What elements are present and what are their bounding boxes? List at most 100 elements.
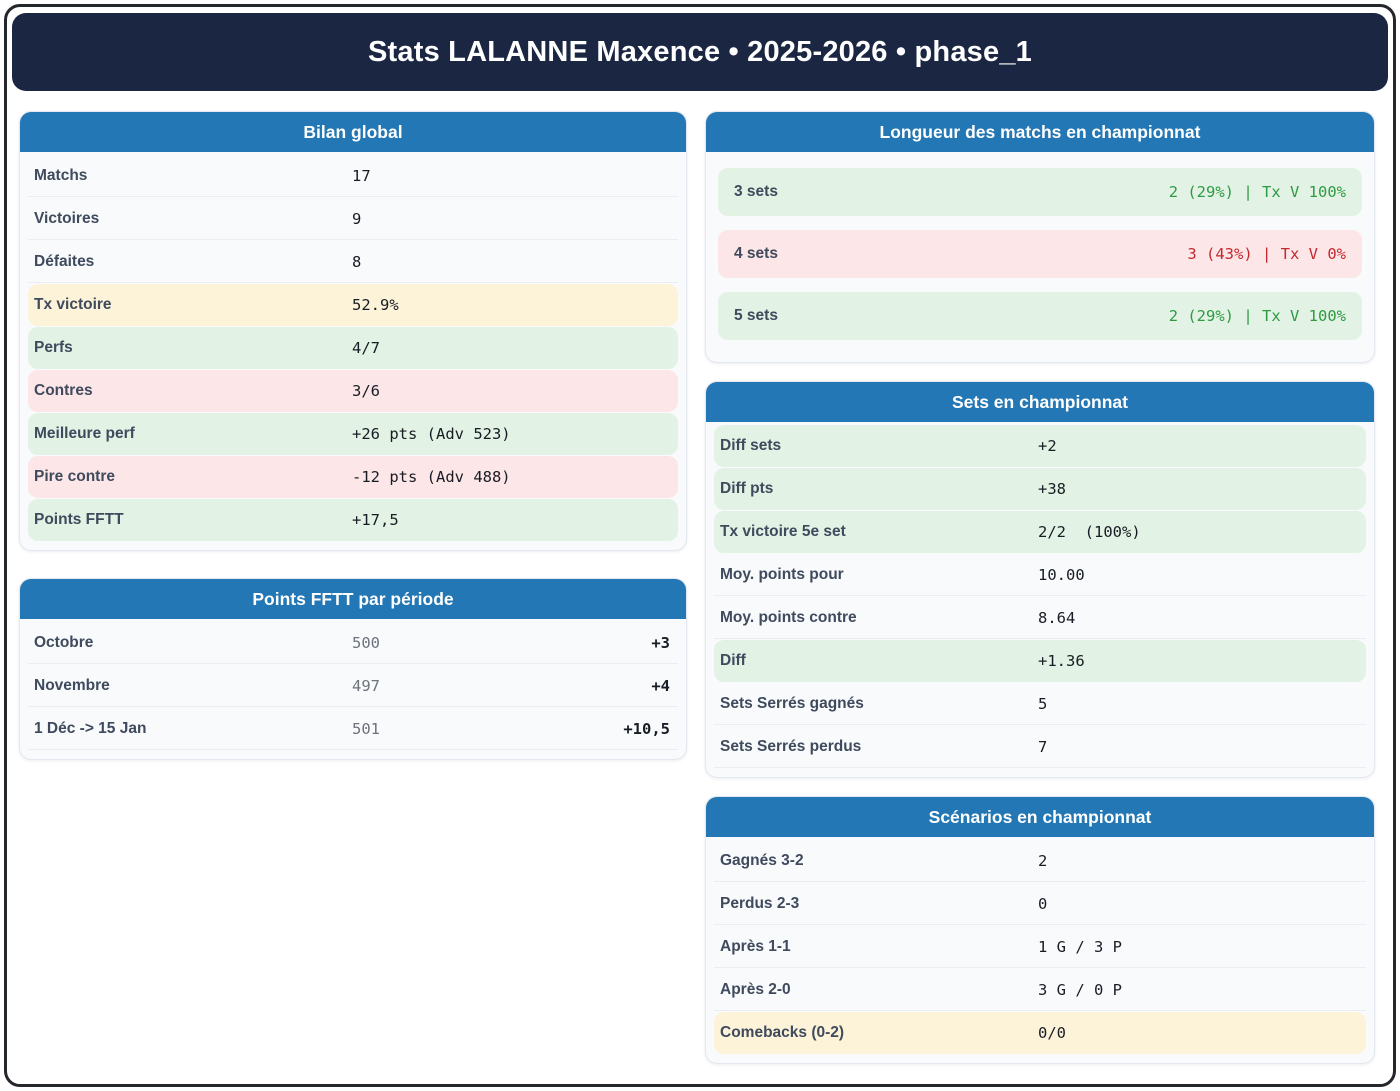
- stat-value: +2: [1038, 437, 1057, 455]
- match-length-row: 3 sets 2 (29%) | Tx V 100%: [718, 168, 1362, 216]
- stat-row: Perfs 4/7: [28, 327, 678, 369]
- stat-value: 10.00: [1038, 565, 1085, 584]
- card-bilan-global-body: Matchs 17 Victoires 9 Défaites 8 Tx victoire 52…: [20, 152, 686, 550]
- page-title: Stats LALANNE Maxence • 2025-2026 • phas…: [368, 35, 1032, 68]
- stat-label: 4 sets: [734, 245, 778, 262]
- stat-row: Victoires 9: [28, 198, 678, 240]
- stat-label: Diff pts: [720, 480, 774, 497]
- stat-value: 7: [1038, 737, 1048, 756]
- stat-label: Sets Serrés gagnés: [720, 694, 864, 712]
- stat-row: Gagnés 3-2 2: [714, 840, 1366, 882]
- stat-value: 500: [352, 633, 380, 652]
- stat-value: 2 (29%) | Tx V 100%: [1168, 183, 1346, 201]
- stat-row: Moy. points contre 8.64: [714, 597, 1366, 639]
- stat-label: Moy. points pour: [720, 565, 844, 583]
- stat-row: Diff sets +2: [714, 425, 1366, 467]
- match-length-row: 5 sets 2 (29%) | Tx V 100%: [718, 292, 1362, 340]
- stat-row: Novembre 497 +4: [28, 665, 678, 707]
- stat-row: Octobre 500 +3: [28, 622, 678, 664]
- stat-row: Sets Serrés perdus 7: [714, 726, 1366, 768]
- stat-value: +1.36: [1038, 652, 1085, 670]
- stat-label: Contres: [34, 382, 93, 399]
- stat-label: Victoires: [34, 209, 100, 227]
- stat-label: 3 sets: [734, 183, 778, 200]
- stat-value: 497: [352, 676, 380, 695]
- stat-label: Perfs: [34, 339, 73, 356]
- stat-value: +17,5: [352, 511, 399, 529]
- card-longueur-matchs-body: 3 sets 2 (29%) | Tx V 100% 4 sets 3 (43%) |…: [706, 152, 1374, 362]
- card-scenarios-championnat: Scénarios en championnat Gagnés 3-2 2 Perd…: [705, 796, 1375, 1064]
- page-frame: Stats LALANNE Maxence • 2025-2026 • phas…: [4, 4, 1396, 1087]
- card-sets-championnat-header: Sets en championnat: [706, 382, 1374, 422]
- stat-label: Meilleure perf: [34, 425, 135, 442]
- stat-label: 1 Déc -> 15 Jan: [34, 719, 147, 737]
- stat-label: Pire contre: [34, 468, 115, 485]
- stat-row: Diff +1.36: [714, 640, 1366, 682]
- card-scenarios-championnat-body: Gagnés 3-2 2 Perdus 2-3 0 Après 1-1 1 G / 3 P…: [706, 837, 1374, 1063]
- card-longueur-matchs: Longueur des matchs en championnat 3 set…: [705, 111, 1375, 363]
- stat-value: 3 G / 0 P: [1038, 980, 1122, 999]
- stat-value: 2/2 (100%): [1038, 523, 1141, 541]
- stat-value: +38: [1038, 480, 1066, 498]
- stat-label: Diff: [720, 652, 746, 669]
- page-title-bar: Stats LALANNE Maxence • 2025-2026 • phas…: [12, 13, 1388, 91]
- stat-value: 0: [1038, 894, 1048, 913]
- stat-value: 8.64: [1038, 608, 1076, 627]
- card-title: Longueur des matchs en championnat: [879, 121, 1201, 142]
- stat-value: 3/6: [352, 382, 380, 400]
- stat-value: +26 pts (Adv 523): [352, 425, 511, 443]
- stat-label: Sets Serrés perdus: [720, 737, 862, 755]
- stat-value: 4/7: [352, 339, 380, 357]
- stat-label: Gagnés 3-2: [720, 851, 804, 869]
- stat-value: -12 pts (Adv 488): [352, 468, 511, 486]
- stat-label: Défaites: [34, 252, 95, 270]
- stat-label: Comebacks (0-2): [720, 1024, 845, 1041]
- stat-label: Matchs: [34, 166, 88, 184]
- card-points-fftt-periode-header: Points FFTT par période: [20, 579, 686, 619]
- stat-value: 2: [1038, 851, 1048, 870]
- stat-label: 5 sets: [734, 307, 778, 324]
- match-length-row: 4 sets 3 (43%) | Tx V 0%: [718, 230, 1362, 278]
- stat-delta: +3: [651, 633, 670, 652]
- stat-value: 8: [352, 252, 362, 271]
- card-title: Bilan global: [303, 121, 403, 142]
- stat-label: Diff sets: [720, 437, 782, 454]
- stat-value: 0/0: [1038, 1024, 1066, 1042]
- stat-row: Meilleure perf +26 pts (Adv 523): [28, 413, 678, 455]
- stat-row: Pire contre -12 pts (Adv 488): [28, 456, 678, 498]
- right-column: Longueur des matchs en championnat 3 set…: [705, 111, 1375, 1064]
- stat-value: 9: [352, 209, 362, 228]
- stat-row: Sets Serrés gagnés 5: [714, 683, 1366, 725]
- stat-row: Matchs 17: [28, 155, 678, 197]
- stat-row: Après 1-1 1 G / 3 P: [714, 926, 1366, 968]
- stat-value: 3 (43%) | Tx V 0%: [1187, 245, 1346, 263]
- stat-label: Octobre: [34, 633, 94, 651]
- stat-row: Après 2-0 3 G / 0 P: [714, 969, 1366, 1011]
- stat-label: Novembre: [34, 676, 110, 694]
- card-title: Points FFTT par période: [252, 588, 454, 609]
- stat-value: 52.9%: [352, 296, 399, 314]
- stat-value: 2 (29%) | Tx V 100%: [1168, 307, 1346, 325]
- stat-row: Points FFTT +17,5: [28, 499, 678, 541]
- card-bilan-global: Bilan global Matchs 17 Victoires 9 Défaites 8…: [19, 111, 687, 551]
- stat-row: Tx victoire 5e set 2/2 (100%): [714, 511, 1366, 553]
- card-bilan-global-header: Bilan global: [20, 112, 686, 152]
- stat-delta: +4: [651, 676, 670, 695]
- stat-value: 1 G / 3 P: [1038, 937, 1122, 956]
- stat-label: Moy. points contre: [720, 608, 857, 626]
- stat-row: Contres 3/6: [28, 370, 678, 412]
- card-longueur-matchs-header: Longueur des matchs en championnat: [706, 112, 1374, 152]
- stat-label: Après 1-1: [720, 937, 791, 955]
- stat-value: 501: [352, 719, 380, 738]
- stat-row: Moy. points pour 10.00: [714, 554, 1366, 596]
- stat-row: Perdus 2-3 0: [714, 883, 1366, 925]
- stat-label: Points FFTT: [34, 511, 124, 528]
- content-area: Bilan global Matchs 17 Victoires 9 Défaites 8…: [7, 91, 1393, 1064]
- stat-label: Tx victoire 5e set: [720, 523, 846, 540]
- card-points-fftt-periode-body: Octobre 500 +3 Novembre 497 +4 1 Déc -> 15 Jan…: [20, 619, 686, 759]
- card-sets-championnat-body: Diff sets +2 Diff pts +38 Tx victoire 5e set…: [706, 422, 1374, 777]
- stat-row: Défaites 8: [28, 241, 678, 283]
- card-title: Sets en championnat: [951, 391, 1128, 412]
- left-column: Bilan global Matchs 17 Victoires 9 Défaites 8…: [19, 111, 687, 1064]
- stat-label: Après 2-0: [720, 980, 791, 998]
